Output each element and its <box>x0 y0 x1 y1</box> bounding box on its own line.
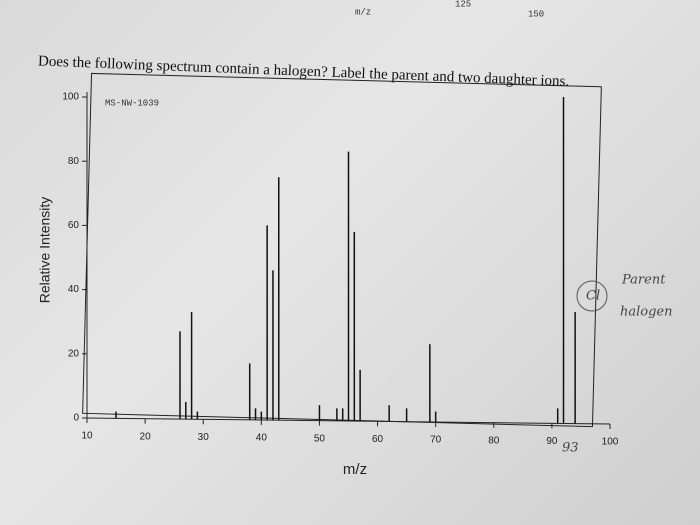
circle-mark <box>576 280 608 312</box>
x-tick-label: 30 <box>198 432 210 443</box>
y-tick-label: 80 <box>68 156 80 167</box>
y-tick-label: 60 <box>68 220 80 231</box>
handwritten-note: Cl <box>586 289 600 304</box>
fragment: 150 <box>528 9 544 19</box>
handwritten-note: Parent <box>621 273 666 288</box>
x-tick-label: 70 <box>430 435 442 446</box>
y-tick-label: 100 <box>62 92 79 103</box>
x-tick-label: 100 <box>602 437 619 448</box>
question: Does the following spectrum contain a ha… <box>38 53 570 89</box>
x-axis-label: m/z <box>343 461 367 478</box>
y-tick-label: 0 <box>73 413 79 424</box>
plot-frame <box>82 72 602 428</box>
x-tick-label: 50 <box>314 433 326 444</box>
y-axis-label: Relative Intensity <box>37 197 53 304</box>
handwritten-note: halogen <box>620 305 673 320</box>
x-tick-label: 10 <box>81 431 93 442</box>
x-tick-label: 40 <box>256 433 268 444</box>
x-tick-label: 90 <box>546 436 558 447</box>
x-tick-label: 20 <box>140 431 152 442</box>
x-tick-label: 60 <box>372 434 384 445</box>
y-tick-label: 20 <box>68 348 80 359</box>
fragment: 125 <box>455 0 471 9</box>
y-tick-label: 40 <box>68 284 80 295</box>
fragment: m/z <box>355 7 371 17</box>
handwritten-note: 93 <box>562 441 579 456</box>
spectrum-id: MS-NW-1039 <box>105 98 159 108</box>
x-tick-label: 80 <box>488 435 500 446</box>
